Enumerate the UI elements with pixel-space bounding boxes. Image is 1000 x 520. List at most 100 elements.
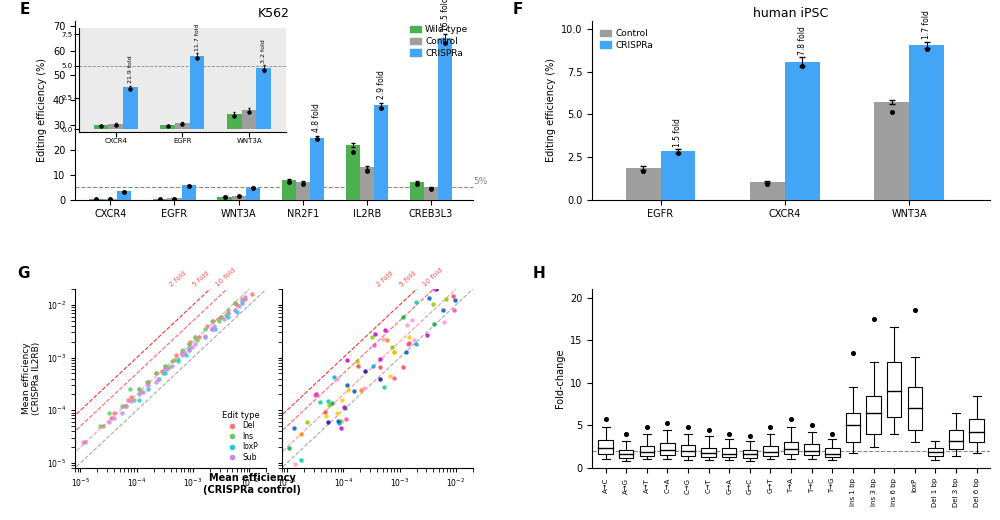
Point	[216, 315, 232, 323]
Point	[321, 400, 337, 409]
Point	[229, 301, 245, 309]
Point	[408, 298, 424, 306]
Point	[122, 385, 138, 394]
Point	[426, 320, 442, 329]
Point	[191, 332, 207, 341]
Bar	[167, 199, 182, 200]
Point	[398, 348, 414, 356]
Text: 5 fold: 5 fold	[192, 270, 210, 288]
Point	[234, 295, 250, 303]
Point	[231, 192, 247, 201]
Point	[701, 425, 717, 434]
Point	[404, 315, 420, 323]
Point	[95, 422, 111, 430]
Point	[866, 315, 882, 323]
Point	[384, 343, 400, 352]
Point	[151, 374, 167, 383]
Point	[446, 306, 462, 314]
Bar	[928, 448, 943, 456]
Point	[680, 423, 696, 431]
Point	[131, 385, 147, 394]
Point	[376, 383, 392, 392]
Point	[227, 298, 243, 307]
Bar	[887, 361, 901, 417]
Point	[329, 374, 345, 383]
Point	[349, 357, 365, 365]
Text: 2.9 fold: 2.9 fold	[377, 70, 386, 99]
Bar	[619, 450, 633, 458]
Point	[293, 456, 309, 464]
Point	[372, 362, 388, 371]
Legend: Wild-type, Control, CRISPRa: Wild-type, Control, CRISPRa	[410, 25, 468, 58]
Bar	[866, 396, 881, 434]
Point	[181, 340, 197, 348]
Point	[423, 184, 439, 192]
Point	[244, 290, 260, 298]
Point	[395, 313, 411, 321]
Bar	[232, 196, 246, 200]
Point	[213, 313, 229, 321]
Point	[101, 409, 117, 417]
Point	[211, 317, 227, 325]
Point	[106, 409, 122, 417]
Point	[118, 402, 134, 410]
Bar	[784, 441, 798, 454]
Point	[659, 419, 675, 427]
Text: 7.8 fold: 7.8 fold	[798, 26, 807, 55]
Point	[166, 356, 182, 364]
Point	[345, 148, 361, 156]
Point	[333, 424, 349, 433]
Point	[152, 195, 168, 203]
Point	[204, 325, 220, 333]
Point	[102, 194, 118, 203]
Point	[75, 438, 91, 446]
Point	[357, 367, 373, 375]
Point	[421, 293, 437, 302]
Point	[794, 62, 810, 70]
Point	[372, 375, 388, 383]
Point	[400, 340, 416, 348]
Point	[197, 332, 213, 341]
Bar	[909, 45, 944, 200]
Point	[205, 317, 221, 325]
Point	[164, 361, 180, 370]
Bar	[908, 387, 922, 430]
Point	[919, 45, 935, 54]
Bar	[949, 430, 963, 449]
Bar	[763, 446, 778, 456]
Y-axis label: Mean efficiency
(CRISPRa IL2RB): Mean efficiency (CRISPRa IL2RB)	[22, 342, 41, 415]
Point	[170, 357, 186, 366]
Point	[435, 306, 451, 314]
Point	[168, 352, 184, 360]
Point	[234, 298, 250, 307]
Point	[287, 460, 303, 468]
Bar	[360, 167, 374, 200]
Point	[356, 384, 372, 393]
Point	[174, 349, 190, 358]
Point	[379, 336, 395, 344]
Bar	[743, 450, 757, 458]
Point	[88, 195, 104, 203]
Point	[598, 414, 614, 423]
Point	[635, 167, 651, 175]
Point	[227, 306, 243, 314]
Point	[721, 430, 737, 438]
Point	[181, 340, 197, 348]
Bar	[310, 138, 324, 200]
Text: 1.7 fold: 1.7 fold	[922, 10, 931, 39]
Point	[139, 378, 155, 386]
Point	[377, 326, 393, 334]
Text: 4.8 fold: 4.8 fold	[312, 103, 321, 132]
Point	[762, 423, 778, 431]
Point	[178, 352, 194, 360]
Point	[386, 348, 402, 356]
Point	[308, 391, 324, 399]
Bar	[282, 180, 296, 200]
Bar	[722, 448, 736, 457]
Legend: A→C, A→G, A→T, C→A, C→G, C→T, G→A, G→C, G→T, T→A, T→C, T→G: A→C, A→G, A→T, C→A, C→G, C→T, G→A, G→C, …	[614, 368, 651, 464]
Point	[425, 300, 441, 308]
Bar	[117, 191, 131, 200]
Point	[317, 408, 333, 417]
Text: 5 fold: 5 fold	[398, 270, 417, 288]
Point	[337, 404, 353, 412]
